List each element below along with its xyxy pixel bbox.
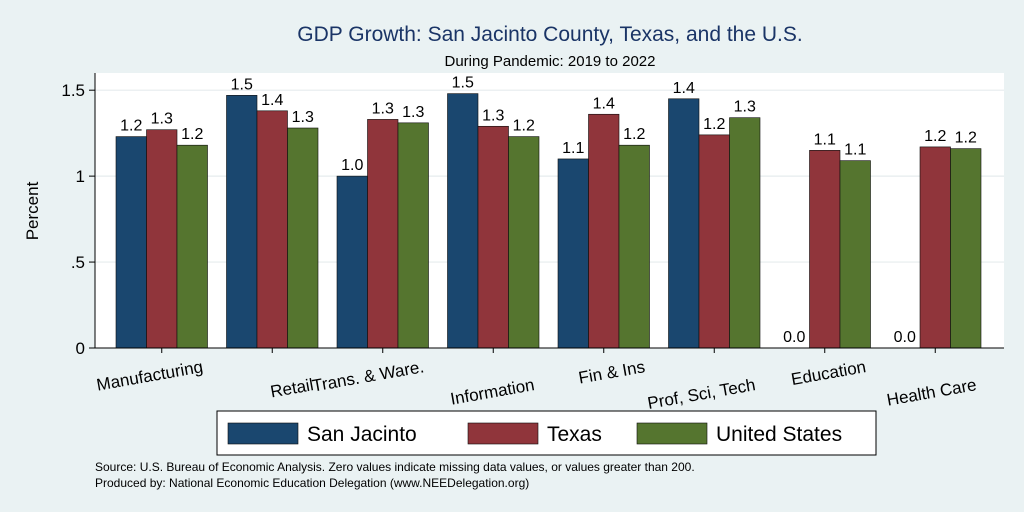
bar <box>919 146 951 349</box>
y-tick-label: 0 <box>76 339 85 358</box>
bar-value-label: 1.2 <box>623 126 645 143</box>
bar-value-label: 0.0 <box>894 329 916 346</box>
bar-value-label: 1.2 <box>513 118 535 135</box>
produced-by-note: Produced by: National Economic Education… <box>95 476 529 490</box>
bar <box>397 122 429 349</box>
bar-value-label: 0.0 <box>783 329 805 346</box>
legend-label: Texas <box>547 423 602 446</box>
bar-value-label: 1.1 <box>814 131 836 148</box>
bar-value-label: 1.3 <box>482 107 504 124</box>
bar-value-label: 1.3 <box>402 104 424 121</box>
bar <box>729 117 761 349</box>
bar <box>176 144 208 349</box>
bars <box>115 93 982 349</box>
legend-label: San Jacinto <box>307 423 417 446</box>
bar-value-label: 1.2 <box>120 118 142 135</box>
bar <box>668 98 700 349</box>
legend-swatch <box>467 422 539 445</box>
bar-value-label: 1.3 <box>151 111 173 128</box>
bar <box>367 119 399 349</box>
bar-value-label: 1.1 <box>844 142 866 159</box>
bar <box>287 127 319 349</box>
bar <box>226 95 258 349</box>
bar-value-label: 1.4 <box>261 92 283 109</box>
bar <box>256 110 288 349</box>
bar <box>698 134 730 349</box>
bar-value-label: 1.2 <box>181 126 203 143</box>
y-tick-label: 1 <box>76 167 85 186</box>
source-note: Source: U.S. Bureau of Economic Analysis… <box>95 460 695 474</box>
bar <box>477 125 509 349</box>
bar-value-label: 1.4 <box>673 80 695 97</box>
bar-value-label: 1.0 <box>341 157 363 174</box>
bar <box>618 144 650 349</box>
bar <box>950 148 982 349</box>
data-labels: 1.2 1.3 1.2 1.5 1.4 1.3 1.0 1.3 1.3 1.5 1.3 1.2 1.1 1… <box>120 75 977 346</box>
bar-value-label: 1.3 <box>292 109 314 126</box>
bar <box>508 136 540 349</box>
bar <box>588 113 620 349</box>
bar <box>336 175 368 349</box>
bar <box>146 129 178 349</box>
bar-value-label: 1.2 <box>703 116 725 133</box>
bar-value-label: 1.3 <box>734 99 756 116</box>
chart-subtitle: During Pandemic: 2019 to 2022 <box>445 53 656 70</box>
bar-value-label: 1.5 <box>452 75 474 92</box>
bar-value-label: 1.5 <box>231 76 253 93</box>
bar-value-label: 1.1 <box>562 140 584 157</box>
bar-value-label: 1.3 <box>372 100 394 117</box>
bar-value-label: 1.4 <box>593 95 615 112</box>
chart-title: GDP Growth: San Jacinto County, Texas, a… <box>297 23 802 46</box>
bar <box>839 160 871 349</box>
legend-label: United States <box>716 423 842 446</box>
y-axis-label: Percent <box>23 181 42 240</box>
bar-value-label: 1.2 <box>924 128 946 145</box>
legend-box <box>216 410 877 456</box>
bar <box>809 150 841 349</box>
bar <box>447 93 479 349</box>
legend-swatch <box>636 422 708 445</box>
legend: San Jacinto Texas United States <box>216 410 877 456</box>
y-tick-label: 1.5 <box>61 81 85 100</box>
y-tick-label: .5 <box>71 253 85 272</box>
bar <box>557 158 589 349</box>
bar <box>115 136 147 349</box>
bar-value-label: 1.2 <box>955 130 977 147</box>
legend-swatch <box>227 422 299 445</box>
